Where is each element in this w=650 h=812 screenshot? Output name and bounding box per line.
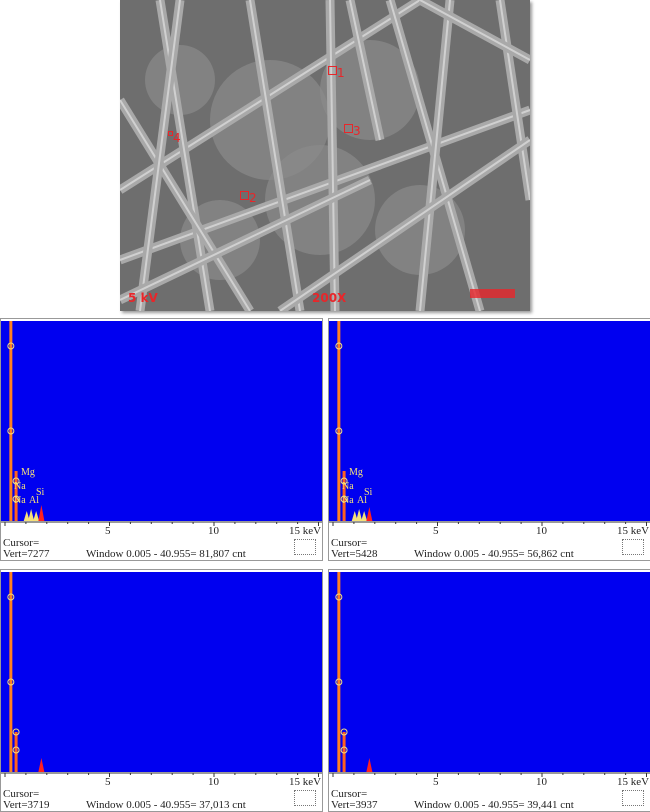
plot-area [1, 321, 322, 521]
fiber [120, 0, 421, 191]
peak-Na [23, 511, 30, 521]
fiber [120, 179, 371, 301]
window-readout: Window 0.005 - 40.955= 39,441 cnt [414, 799, 574, 811]
sem-marker-2: 2 [240, 191, 257, 205]
sem-marker-1: 1 [328, 66, 345, 80]
peak-marker-O [340, 477, 348, 485]
eds-spectrum-4: 5 10 15 keV Cursor= Vert=3937 Window 0.0… [328, 569, 650, 812]
cursor-readout: Cursor= [3, 537, 40, 549]
eds-spectrum-3: 5 10 15 keV Cursor= Vert=3719 Window 0.0… [0, 569, 323, 812]
toolbar-icon[interactable] [622, 539, 644, 555]
sem-voltage: 5 kV [128, 291, 158, 305]
toolbar-icon[interactable] [294, 790, 316, 806]
x-tick-label: 10 [536, 525, 547, 537]
fiber-texture [120, 0, 530, 311]
peak-Na [351, 511, 358, 521]
peak-marker-C [335, 342, 343, 350]
sem-marker-3: 3 [344, 124, 361, 138]
fiber [499, 0, 530, 201]
eds-spectrum-2: 5 10 15 keV Cursor= Vert=5428 Window 0.0… [328, 318, 650, 561]
element-label: Na [14, 481, 26, 492]
element-label: Mg [21, 467, 35, 478]
peak-Mg [28, 509, 35, 521]
fiber [120, 99, 251, 311]
fiber [120, 109, 530, 261]
vert-readout: Vert=3719 [3, 799, 50, 811]
fiber [139, 0, 181, 311]
peak-Al [361, 511, 368, 521]
element-label: Na [342, 481, 354, 492]
peak-O [342, 732, 346, 772]
peak-Si [38, 758, 45, 772]
x-tick-label: 5 [433, 776, 439, 788]
peak-marker-O [12, 477, 20, 485]
fiber [249, 0, 301, 311]
fiber [329, 0, 336, 311]
sem-image: 1 2 3 4 5 kV 200X [120, 0, 530, 311]
element-label: Na [342, 495, 354, 506]
x-tick-label: 15 keV [617, 525, 650, 537]
peak-marker-C [335, 593, 343, 601]
window-readout: Window 0.005 - 40.955= 37,013 cnt [86, 799, 246, 811]
plot-area [329, 321, 650, 521]
x-tick-label: 5 [105, 525, 111, 537]
peak-marker-C [7, 678, 15, 686]
x-tick-label: 10 [536, 776, 547, 788]
element-label: Si [364, 487, 373, 498]
toolbar-icon[interactable] [622, 790, 644, 806]
peak-marker-O [12, 495, 20, 503]
vert-readout: Vert=3937 [331, 799, 378, 811]
x-tick-label: 5 [433, 525, 439, 537]
vert-readout: Vert=5428 [331, 548, 378, 560]
plot-area [1, 572, 322, 772]
peak-marker-O [340, 728, 348, 736]
fiber [419, 0, 451, 311]
x-tick-label: 15 keV [617, 776, 650, 788]
plot-area [329, 572, 650, 772]
vert-readout: Vert=7277 [3, 548, 50, 560]
peak-C [337, 572, 341, 772]
element-label: Na [14, 495, 26, 506]
peak-marker-C [335, 427, 343, 435]
cursor-readout: Cursor= [331, 537, 368, 549]
window-readout: Window 0.005 - 40.955= 81,807 cnt [86, 548, 246, 560]
element-label: Al [357, 495, 367, 506]
x-tick-label: 15 keV [289, 776, 322, 788]
x-tick-label: 10 [208, 776, 219, 788]
peak-Al [33, 511, 40, 521]
fiber [349, 0, 381, 141]
peak-marker-O [340, 746, 348, 754]
eds-spectrum-1: 5 10 15 keV Cursor= Vert=7277 Window 0.0… [0, 318, 323, 561]
peak-marker-C [7, 427, 15, 435]
peak-marker-C [335, 678, 343, 686]
peak-marker-O [12, 746, 20, 754]
sem-marker-4: 4 [168, 131, 181, 145]
scale-bar [470, 289, 515, 298]
peak-marker-C [7, 593, 15, 601]
cursor-readout: Cursor= [3, 788, 40, 800]
peak-C [9, 572, 13, 772]
peak-C [9, 321, 13, 521]
peak-C [337, 321, 341, 521]
sem-magnification: 200X [312, 291, 347, 305]
x-tick-label: 15 keV [289, 525, 322, 537]
window-readout: Window 0.005 - 40.955= 56,862 cnt [414, 548, 574, 560]
peak-Mg [356, 509, 363, 521]
peak-marker-O [12, 728, 20, 736]
element-label: Mg [349, 467, 363, 478]
peak-marker-O [340, 495, 348, 503]
element-label: Si [36, 487, 45, 498]
peak-Si [366, 758, 373, 772]
peak-marker-C [7, 342, 15, 350]
x-tick-label: 10 [208, 525, 219, 537]
cursor-readout: Cursor= [331, 788, 368, 800]
peak-Si [366, 507, 373, 521]
fiber [279, 139, 530, 311]
element-label: Al [29, 495, 39, 506]
toolbar-icon[interactable] [294, 539, 316, 555]
peak-Si [38, 505, 45, 521]
peak-O [14, 732, 18, 772]
fiber [419, 0, 530, 61]
x-tick-label: 5 [105, 776, 111, 788]
